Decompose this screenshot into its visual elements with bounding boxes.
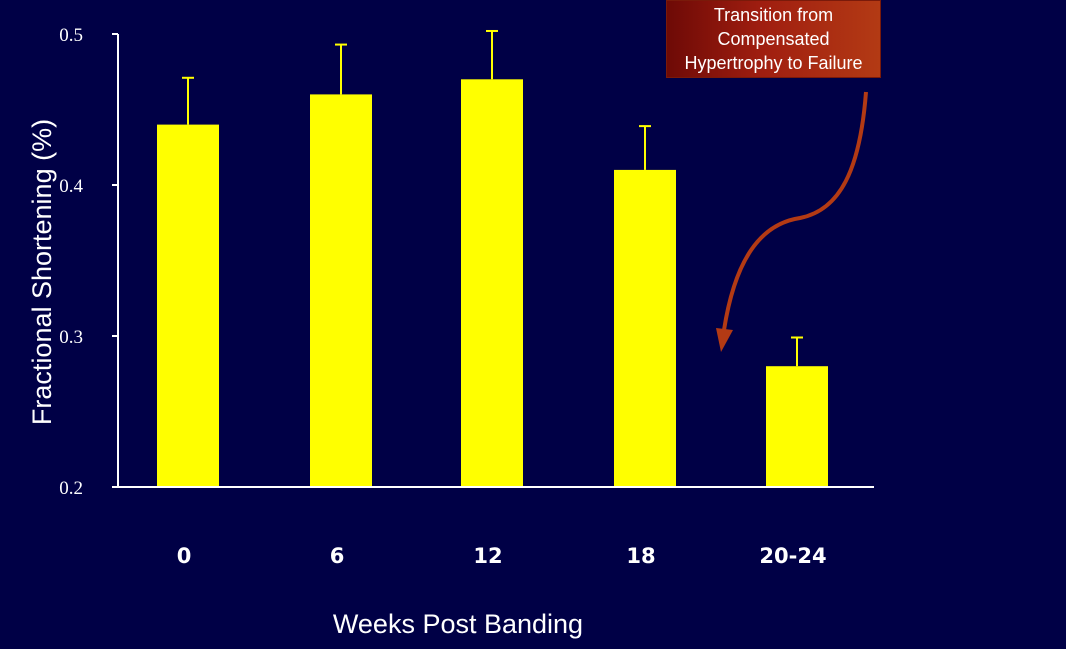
x-tick-label: 12 [473,544,502,568]
bar-20-24 [766,366,828,487]
axes-group [117,34,874,488]
bar-12 [461,79,523,488]
error-bar-20-24 [791,336,803,367]
x-ticks-group: 0 6 12 18 20-24 [177,544,827,568]
y-axis-title: Fractional Shortening (%) [27,119,57,425]
bar-18 [614,169,676,487]
transition-callout: Transition from Compensated Hypertrophy … [666,0,881,78]
error-bar-6 [335,43,347,95]
x-axis-title: Weeks Post Banding [333,609,583,639]
callout-arrowhead [716,328,733,352]
transition-callout-text: Transition from Compensated Hypertrophy … [684,5,863,73]
y-tick-label: 0.4 [59,176,83,197]
x-tick-label: 0 [177,544,192,568]
x-tick-label: 18 [626,544,655,568]
bar-6 [310,94,372,488]
bars-group [157,79,828,488]
y-tick-label: 0.2 [59,478,83,499]
x-tick-label: 20-24 [759,544,826,568]
y-ticks-group: 0.2 0.3 0.4 0.5 [59,25,118,499]
x-tick-label: 6 [330,544,345,568]
bar-0 [157,124,219,487]
callout-arrow [722,91,868,331]
error-bars-group [182,29,803,367]
y-tick-label: 0.5 [59,25,83,46]
error-bar-18 [639,125,651,170]
error-bar-12 [486,29,498,80]
y-tick-label: 0.3 [59,327,83,348]
error-bar-0 [182,76,194,125]
